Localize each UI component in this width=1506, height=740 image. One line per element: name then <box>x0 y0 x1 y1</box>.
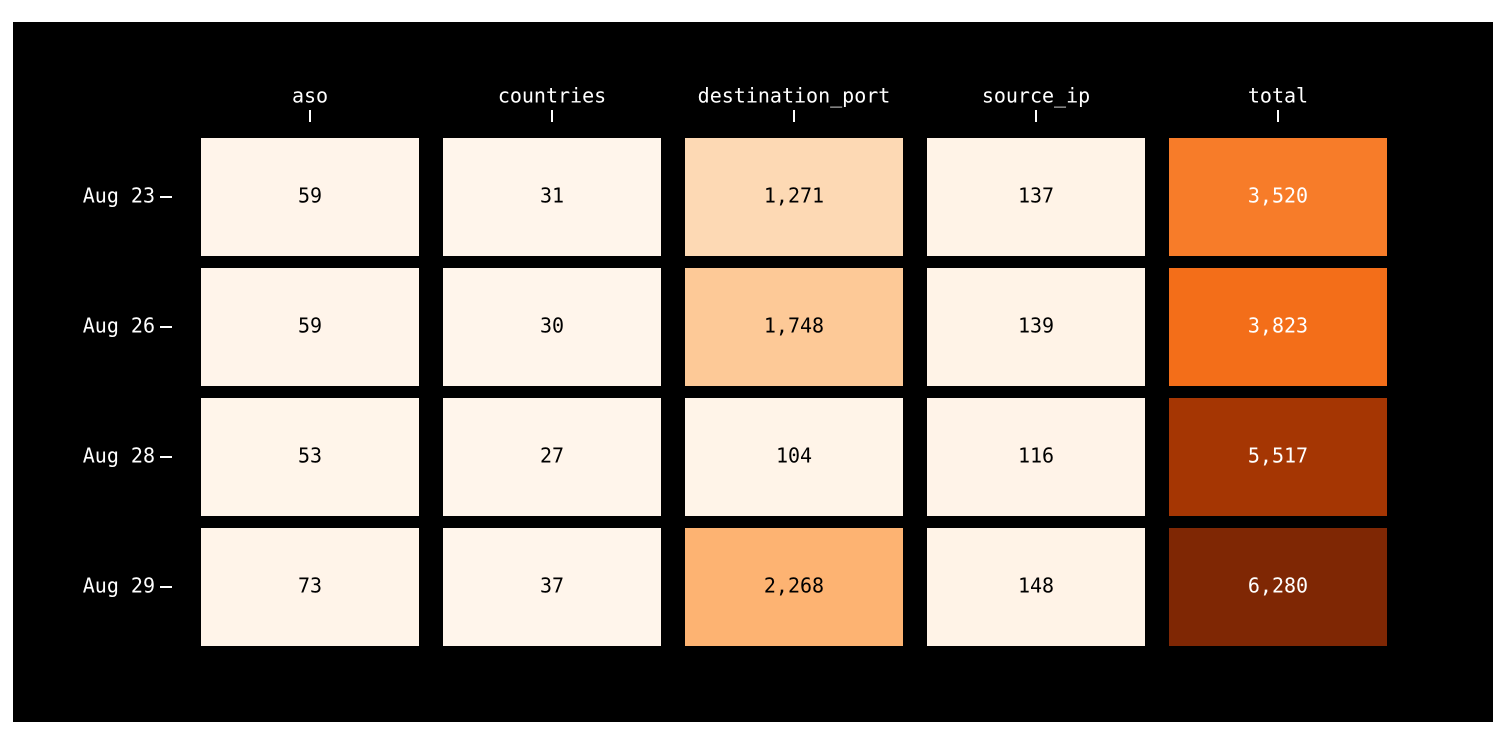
heatmap-cell <box>685 268 903 386</box>
heatmap-cell <box>201 398 419 516</box>
row-label: Aug 28 <box>83 444 155 468</box>
cell-label: 148 <box>1018 574 1054 598</box>
cell-label: 27 <box>540 444 564 468</box>
heatmap-cell <box>1169 398 1387 516</box>
cell-label: 31 <box>540 184 564 208</box>
cell-label: 104 <box>776 444 812 468</box>
column-label: destination_port <box>698 84 891 108</box>
cell-label: 59 <box>298 314 322 338</box>
cell-label: 3,823 <box>1248 314 1308 338</box>
heatmap-cell <box>201 268 419 386</box>
column-label: aso <box>292 84 328 108</box>
heatmap-cell <box>1169 268 1387 386</box>
cell-label: 139 <box>1018 314 1054 338</box>
heatmap-cell <box>927 138 1145 256</box>
cell-label: 59 <box>298 184 322 208</box>
row-label: Aug 26 <box>83 314 155 338</box>
cell-label: 53 <box>298 444 322 468</box>
column-label: countries <box>498 84 606 108</box>
cell-label: 73 <box>298 574 322 598</box>
row-label: Aug 29 <box>83 574 155 598</box>
heatmap-cell <box>443 528 661 646</box>
heatmap-cell <box>685 528 903 646</box>
heatmap-cell <box>201 528 419 646</box>
heatmap-cell <box>685 398 903 516</box>
heatmap-cell <box>927 528 1145 646</box>
cell-label: 1,748 <box>764 314 824 338</box>
cell-label: 5,517 <box>1248 444 1308 468</box>
heatmap-cell <box>443 398 661 516</box>
heatmap-cell <box>685 138 903 256</box>
cell-label: 6,280 <box>1248 574 1308 598</box>
cell-label: 137 <box>1018 184 1054 208</box>
heatmap-cell <box>927 268 1145 386</box>
heatmap-cell <box>1169 138 1387 256</box>
heatmap-cell <box>443 268 661 386</box>
cell-label: 1,271 <box>764 184 824 208</box>
cell-label: 37 <box>540 574 564 598</box>
column-label: source_ip <box>982 84 1090 108</box>
cell-label: 2,268 <box>764 574 824 598</box>
cell-label: 3,520 <box>1248 184 1308 208</box>
cell-label: 30 <box>540 314 564 338</box>
heatmap-cell <box>443 138 661 256</box>
heatmap-cell <box>201 138 419 256</box>
heatmap-cell <box>927 398 1145 516</box>
column-label: total <box>1248 84 1308 108</box>
heatmap-cell <box>1169 528 1387 646</box>
cell-label: 116 <box>1018 444 1054 468</box>
row-label: Aug 23 <box>83 184 155 208</box>
